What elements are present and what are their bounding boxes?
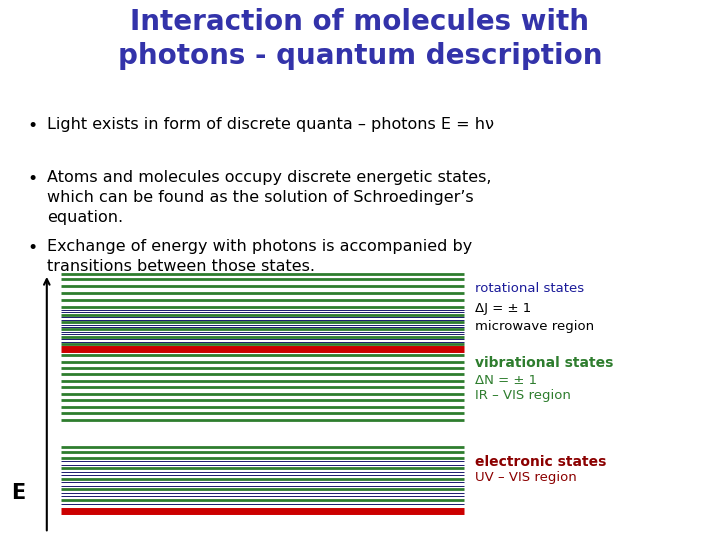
Text: Light exists in form of discrete quanta – photons E = hν: Light exists in form of discrete quanta … (47, 118, 494, 132)
Text: •: • (27, 118, 37, 136)
Text: IR – VIS region: IR – VIS region (475, 389, 571, 402)
Text: ΔN = ± 1: ΔN = ± 1 (475, 374, 537, 387)
Text: vibrational states: vibrational states (475, 356, 613, 370)
Text: microwave region: microwave region (475, 320, 594, 333)
Text: ΔJ = ± 1: ΔJ = ± 1 (475, 302, 531, 315)
Text: •: • (27, 239, 37, 257)
Text: rotational states: rotational states (475, 282, 585, 295)
Text: electronic states: electronic states (475, 455, 606, 469)
Text: UV – VIS region: UV – VIS region (475, 471, 577, 484)
Text: Interaction of molecules with
photons - quantum description: Interaction of molecules with photons - … (118, 8, 602, 70)
Text: E: E (11, 483, 25, 503)
Text: Atoms and molecules occupy discrete energetic states,
which can be found as the : Atoms and molecules occupy discrete ener… (47, 170, 491, 225)
Text: •: • (27, 170, 37, 188)
Text: Exchange of energy with photons is accompanied by
transitions between those stat: Exchange of energy with photons is accom… (47, 239, 472, 274)
